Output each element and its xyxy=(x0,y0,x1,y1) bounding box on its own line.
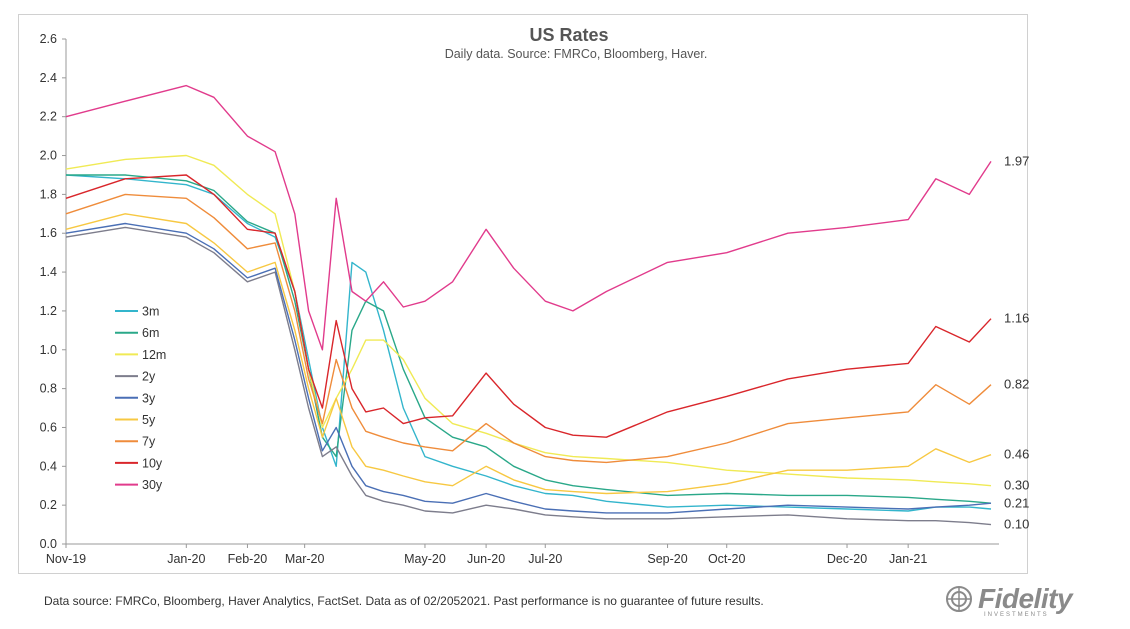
series-line-12m xyxy=(65,154,992,487)
series-line-5y xyxy=(65,213,992,495)
end-label-30y: 1.97 xyxy=(1004,153,1029,168)
y-tick-label: 0.2 xyxy=(40,498,57,512)
x-tick-label: Jul-20 xyxy=(528,552,562,566)
brand-logo: Fidelity INVESTMENTS xyxy=(944,583,1073,618)
x-tick-label: Oct-20 xyxy=(708,552,746,566)
chart-subtitle: Daily data. Source: FMRCo, Bloomberg, Ha… xyxy=(445,47,708,61)
legend: 3m 6m 12m 2y 3y 5y 7y 10y 30y xyxy=(115,305,166,492)
legend-label-5y: 5y xyxy=(142,413,156,427)
legend-label-3m: 3m xyxy=(142,305,159,319)
chart-frame: US Rates Daily data. Source: FMRCo, Bloo… xyxy=(18,14,1029,574)
end-label-2y: 0.10 xyxy=(1004,517,1029,532)
legend-label-3y: 3y xyxy=(142,391,156,405)
y-tick-label: 0.4 xyxy=(40,459,57,473)
end-label-5y: 0.46 xyxy=(1004,447,1029,462)
y-tick-label: 1.6 xyxy=(40,226,57,240)
x-tick-label: Dec-20 xyxy=(827,552,867,566)
footer-note: Data source: FMRCo, Bloomberg, Haver Ana… xyxy=(44,594,764,608)
legend-label-12m: 12m xyxy=(142,348,166,362)
legend-label-30y: 30y xyxy=(142,478,163,492)
legend-label-7y: 7y xyxy=(142,435,156,449)
x-tick-label: Nov-19 xyxy=(46,552,86,566)
end-label-7y: 0.82 xyxy=(1004,377,1029,392)
y-tick-label: 1.2 xyxy=(40,304,57,318)
y-tick-label: 1.8 xyxy=(40,187,57,201)
x-tick-label: Jun-20 xyxy=(467,552,505,566)
series-line-7y xyxy=(65,193,992,464)
y-tick-label: 2.2 xyxy=(40,110,57,124)
legend-label-10y: 10y xyxy=(142,456,163,470)
series-line-6m xyxy=(66,174,992,504)
legend-label-6m: 6m xyxy=(142,326,159,340)
fidelity-mark-icon xyxy=(946,586,972,612)
x-tick-label: Sep-20 xyxy=(647,552,687,566)
series-line-30y xyxy=(65,84,992,351)
x-tick-label: Feb-20 xyxy=(228,552,268,566)
y-tick-label: 0.0 xyxy=(40,537,57,551)
x-tick-label: Jan-20 xyxy=(167,552,205,566)
axes: 0.0 0.2 0.4 0.6 0.8 1.0 1.2 1.4 1.6 1.8 2.0 2.2 2.4 2… xyxy=(40,32,999,566)
y-tick-label: 2.6 xyxy=(40,32,57,46)
line-chart: US Rates Daily data. Source: FMRCo, Bloo… xyxy=(40,25,1029,566)
series-lines xyxy=(65,84,992,526)
chart-title: US Rates xyxy=(529,25,608,45)
y-tick-label: 1.0 xyxy=(40,343,57,357)
x-tick-label: Jan-21 xyxy=(889,552,927,566)
series-line-3y xyxy=(65,222,992,514)
legend-label-2y: 2y xyxy=(142,370,156,384)
brand-name: Fidelity xyxy=(978,583,1073,614)
x-tick-label: Mar-20 xyxy=(285,552,325,566)
end-label-10y: 1.16 xyxy=(1004,311,1029,326)
end-label-6m: 0.21 xyxy=(1004,496,1029,511)
y-tick-label: 2.4 xyxy=(40,71,57,85)
series-line-3m xyxy=(65,174,992,512)
series-line-2y xyxy=(65,226,992,526)
series-line-10y xyxy=(65,174,992,438)
end-labels: 0.21 0.30 0.10 0.46 0.82 1.16 1.97 xyxy=(1004,153,1029,531)
y-tick-label: 0.6 xyxy=(40,420,57,434)
y-tick-label: 2.0 xyxy=(40,149,57,163)
brand-tagline: INVESTMENTS xyxy=(984,612,1049,618)
end-label-12m: 0.30 xyxy=(1004,478,1029,493)
x-tick-label: May-20 xyxy=(404,552,446,566)
y-tick-label: 0.8 xyxy=(40,382,57,396)
y-tick-label: 1.4 xyxy=(40,265,57,279)
